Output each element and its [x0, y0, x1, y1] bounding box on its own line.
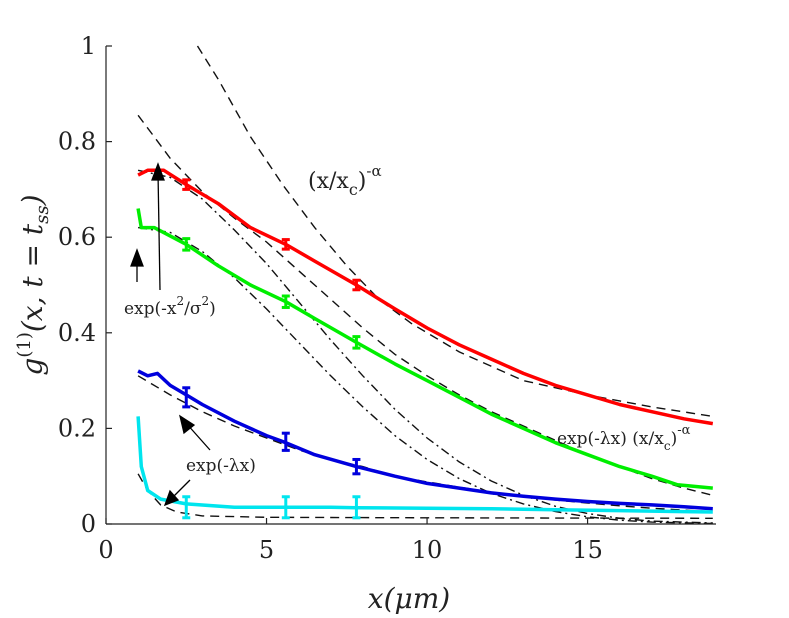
tick-labels: 0 5 10 15 0 0.2 0.4 0.6 0.8 1 — [58, 32, 603, 564]
fit-curves — [137, 45, 713, 524]
y-tick-label: 0.8 — [58, 128, 96, 156]
exponential-arrow-2 — [171, 479, 191, 499]
y-tick-label: 0.4 — [58, 319, 96, 347]
exponential-arrow-1-head — [178, 414, 196, 435]
gaussian-label: exp(-x2/σ2) — [124, 294, 216, 319]
series-line — [136, 208, 713, 490]
x-axis-title: x(μm) — [368, 582, 450, 615]
exponential-label: exp(-λx) — [186, 456, 256, 476]
y-axis-title: g(1)(x, t = tss) — [14, 194, 53, 375]
gaussian-arrow-2-head — [151, 162, 165, 181]
series-line — [137, 369, 713, 511]
series-line — [136, 416, 713, 514]
annotation-arrows — [130, 162, 211, 507]
y-tick-label: 0.2 — [58, 414, 96, 442]
y-tick-label: 0.6 — [58, 223, 96, 251]
combined-label: exp(-λx) (x/xc)-α — [557, 423, 691, 453]
x-tick-label: 5 — [259, 536, 274, 564]
power-law-label: (x/xc)-α — [308, 162, 382, 199]
data-series — [136, 168, 714, 520]
x-tick-label: 10 — [412, 536, 443, 564]
y-tick-label: 1 — [81, 32, 96, 60]
gaussian-arrow-2 — [157, 171, 161, 291]
dashed-fit-curve — [137, 375, 713, 513]
gaussian-fit-curve — [137, 169, 713, 524]
gaussian-arrow-1-head — [130, 248, 144, 267]
exponential-arrow-2-head — [163, 489, 180, 507]
y-tick-label: 0 — [81, 510, 96, 538]
axes — [105, 45, 716, 525]
gaussian-fit-curve — [137, 226, 713, 524]
series-line — [137, 168, 714, 426]
x-tick-label: 15 — [572, 536, 603, 564]
x-tick-label: 0 — [98, 536, 113, 564]
dashed-fit-curve — [196, 45, 713, 418]
